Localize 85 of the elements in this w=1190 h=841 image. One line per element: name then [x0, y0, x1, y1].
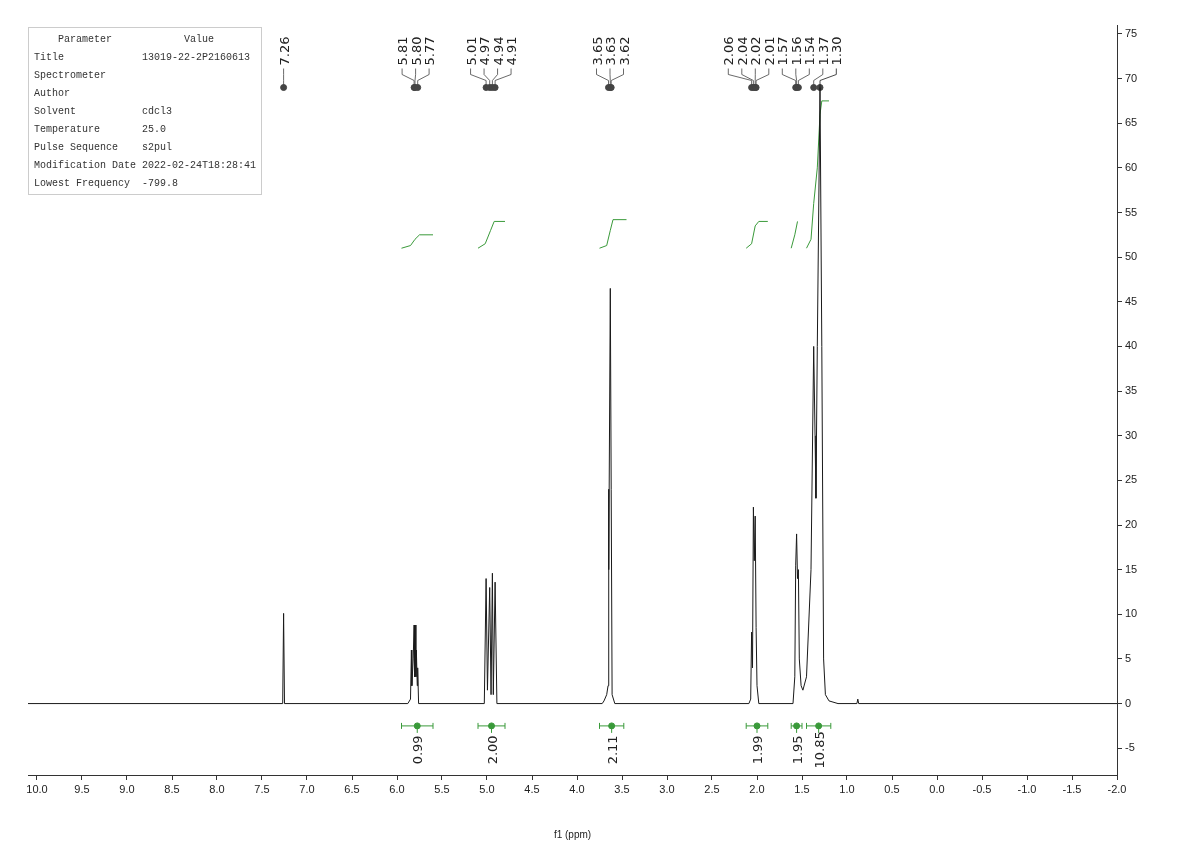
- annotation: 2022-02-24T18:28:41: [141, 158, 258, 173]
- x-tick-label: 9.0: [119, 782, 135, 795]
- annotation: Lowest Frequency: [33, 176, 131, 191]
- y-tick-label: 5: [1125, 651, 1132, 664]
- annotation: 10.85: [811, 731, 827, 769]
- annotation: 4.97: [477, 36, 493, 66]
- x-tick-label: 2.5: [704, 782, 720, 795]
- annotation: 5.77: [422, 36, 438, 66]
- y-tick-label: 15: [1125, 562, 1138, 575]
- annotation: 1.56: [788, 36, 804, 66]
- x-tick-label: 3.5: [614, 782, 630, 795]
- annotation: 4.94: [490, 36, 506, 66]
- annotation: 7.26: [276, 36, 292, 66]
- annotation: 2.06: [721, 36, 737, 66]
- annotation: Modification Date: [33, 158, 138, 173]
- x-tick-label: 10.0: [26, 782, 48, 795]
- x-tick-label: 5.0: [479, 782, 495, 795]
- annotation: 5.01: [463, 36, 479, 66]
- annotation: 1.30: [829, 36, 845, 66]
- x-tick-label: 2.0: [749, 782, 765, 795]
- annotation: Value: [183, 32, 216, 47]
- annotation: 25.0: [141, 122, 168, 137]
- annotation: -799.8: [141, 176, 180, 191]
- y-tick-label: 45: [1125, 294, 1138, 307]
- x-tick-label: 7.5: [254, 782, 270, 795]
- annotation: 2.01: [761, 36, 777, 66]
- x-tick-label: 4.5: [524, 782, 540, 795]
- annotation: 5.81: [395, 36, 411, 66]
- x-tick-label: 1.0: [839, 782, 855, 795]
- y-tick-label: 35: [1125, 384, 1138, 397]
- x-tick-label: 0.5: [884, 782, 900, 795]
- y-tick-label: 25: [1125, 473, 1138, 486]
- annotation: 1.99: [750, 735, 765, 765]
- x-tick-label: 8.5: [164, 782, 180, 795]
- annotation: 3.63: [603, 36, 618, 66]
- y-tick-label: 50: [1125, 250, 1138, 263]
- x-tick-label: 4.0: [569, 782, 585, 795]
- x-axis-title: f1 (ppm): [553, 828, 592, 840]
- x-tick-label: -1.5: [1062, 782, 1082, 795]
- x-tick-label: -0.5: [972, 782, 992, 795]
- y-tick-label: 75: [1125, 26, 1138, 39]
- y-tick-label: 70: [1125, 71, 1138, 84]
- annotation: 1.57: [775, 36, 791, 66]
- y-tick-label: 60: [1125, 160, 1138, 173]
- y-tick-label: 55: [1125, 205, 1138, 218]
- annotation: 2.02: [748, 36, 764, 66]
- y-tick-label: 40: [1125, 339, 1138, 352]
- annotation: Author: [33, 86, 71, 101]
- annotation: Spectrometer: [33, 68, 107, 83]
- annotation: cdcl3: [141, 104, 174, 119]
- annotation: 3.65: [589, 36, 605, 66]
- x-tick-label: -2.0: [1107, 782, 1127, 795]
- annotation: Title: [33, 50, 65, 65]
- x-tick-label: 6.5: [344, 782, 360, 795]
- y-tick-label: 30: [1125, 428, 1138, 441]
- x-tick-label: 9.5: [74, 782, 90, 795]
- y-tick-label: -5: [1125, 741, 1135, 754]
- x-tick-label: -1.0: [1017, 782, 1037, 795]
- x-tick-label: 6.0: [389, 782, 405, 795]
- y-tick-label: 65: [1125, 116, 1138, 129]
- annotation: Parameter: [57, 32, 113, 47]
- y-tick-label: 0: [1125, 696, 1132, 709]
- annotation: 1.37: [815, 36, 831, 66]
- annotation: 4.91: [504, 36, 520, 66]
- x-tick-label: 3.0: [659, 782, 675, 795]
- annotation: 13019-22-2P2160613: [141, 50, 252, 65]
- y-tick-label: 20: [1125, 518, 1138, 531]
- annotation: 2.11: [604, 735, 620, 765]
- x-tick-label: 7.0: [299, 782, 315, 795]
- annotation: 2.04: [734, 36, 750, 66]
- x-tick-label: 1.5: [794, 782, 810, 795]
- annotation: 1.54: [802, 36, 818, 66]
- annotation: 1.95: [789, 735, 805, 765]
- annotation: s2pul: [141, 140, 174, 155]
- annotation: 5.80: [408, 36, 424, 66]
- annotation: Solvent: [33, 104, 77, 119]
- annotation: Temperature: [33, 122, 101, 137]
- x-tick-label: 5.5: [434, 782, 450, 795]
- annotation: 2.00: [484, 735, 500, 765]
- annotation: Pulse Sequence: [33, 140, 119, 155]
- annotation: 0.99: [410, 735, 426, 765]
- y-tick-label: 10: [1125, 607, 1138, 620]
- x-tick-label: 0.0: [929, 782, 945, 795]
- annotation: 3.62: [616, 36, 632, 66]
- x-tick-label: 8.0: [209, 782, 225, 795]
